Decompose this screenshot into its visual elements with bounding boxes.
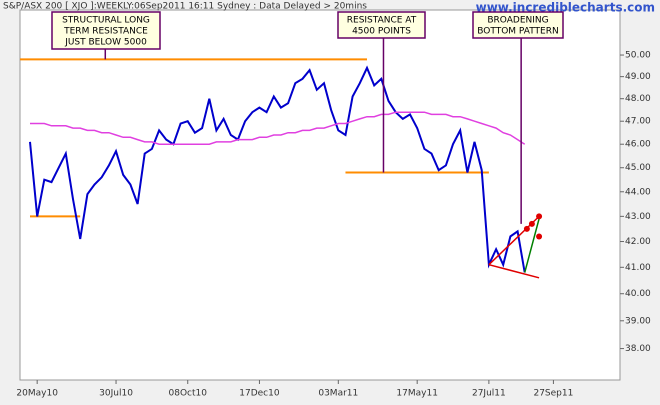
y-tick-label: 49.00 (625, 72, 651, 82)
plot-area (19, 9, 621, 381)
pattern-line (524, 218, 540, 273)
callout-text: 4500 POINTS (352, 27, 411, 37)
y-tick-label: 43.00 (625, 212, 651, 222)
y-tick-label: 45.00 (625, 163, 651, 173)
callout-text: TERM RESISTANCE (63, 27, 148, 37)
callout-text: BOTTOM PATTERN (477, 27, 558, 37)
callout-box (472, 11, 564, 39)
y-tick-label: 39.00 (625, 316, 651, 326)
watermark: www.incrediblecharts.com (476, 1, 655, 15)
price-line (30, 111, 526, 145)
x-tick-label: 08Oct10 (169, 389, 208, 399)
pattern-dot (523, 225, 530, 232)
x-tick-label: 17Dec10 (239, 389, 280, 399)
x-tick-label: 20May10 (16, 389, 58, 399)
y-tick-label: 41.00 (625, 263, 651, 273)
pattern-dot (536, 233, 543, 240)
x-tick-label: 27Sep11 (533, 389, 573, 399)
callout-text: BROADENING (487, 16, 548, 26)
y-tick-label: 42.00 (625, 237, 651, 247)
y-tick-label: 44.00 (625, 187, 651, 197)
y-tick-label: 50.00 (625, 51, 651, 61)
x-tick-label: 27Jul11 (472, 389, 506, 399)
x-tick-label: 30Jul10 (99, 389, 133, 399)
x-tick-label: 03Mar11 (318, 389, 358, 399)
callout-text: RESISTANCE AT (347, 16, 417, 26)
y-tick-label: 47.00 (625, 117, 651, 127)
price-line (29, 65, 526, 273)
y-tick-label: 48.00 (625, 94, 651, 104)
callout-text: JUST BELOW 5000 (64, 38, 147, 48)
callout-box (51, 11, 161, 50)
y-tick-label: 38.00 (625, 344, 651, 354)
chart-title: S&P/ASX 200 [ XJO ]:WEEKLY:06Sep2011 16:… (3, 2, 367, 12)
callout-text: STRUCTURAL LONG (62, 16, 150, 26)
y-tick-label: 40.00 (625, 289, 651, 299)
x-tick-label: 17May11 (396, 389, 438, 399)
pattern-line (488, 263, 540, 279)
pattern-dot (528, 220, 535, 227)
y-tick-label: 46.00 (625, 140, 651, 150)
pattern-dot (536, 213, 543, 220)
callout-box (337, 11, 426, 39)
